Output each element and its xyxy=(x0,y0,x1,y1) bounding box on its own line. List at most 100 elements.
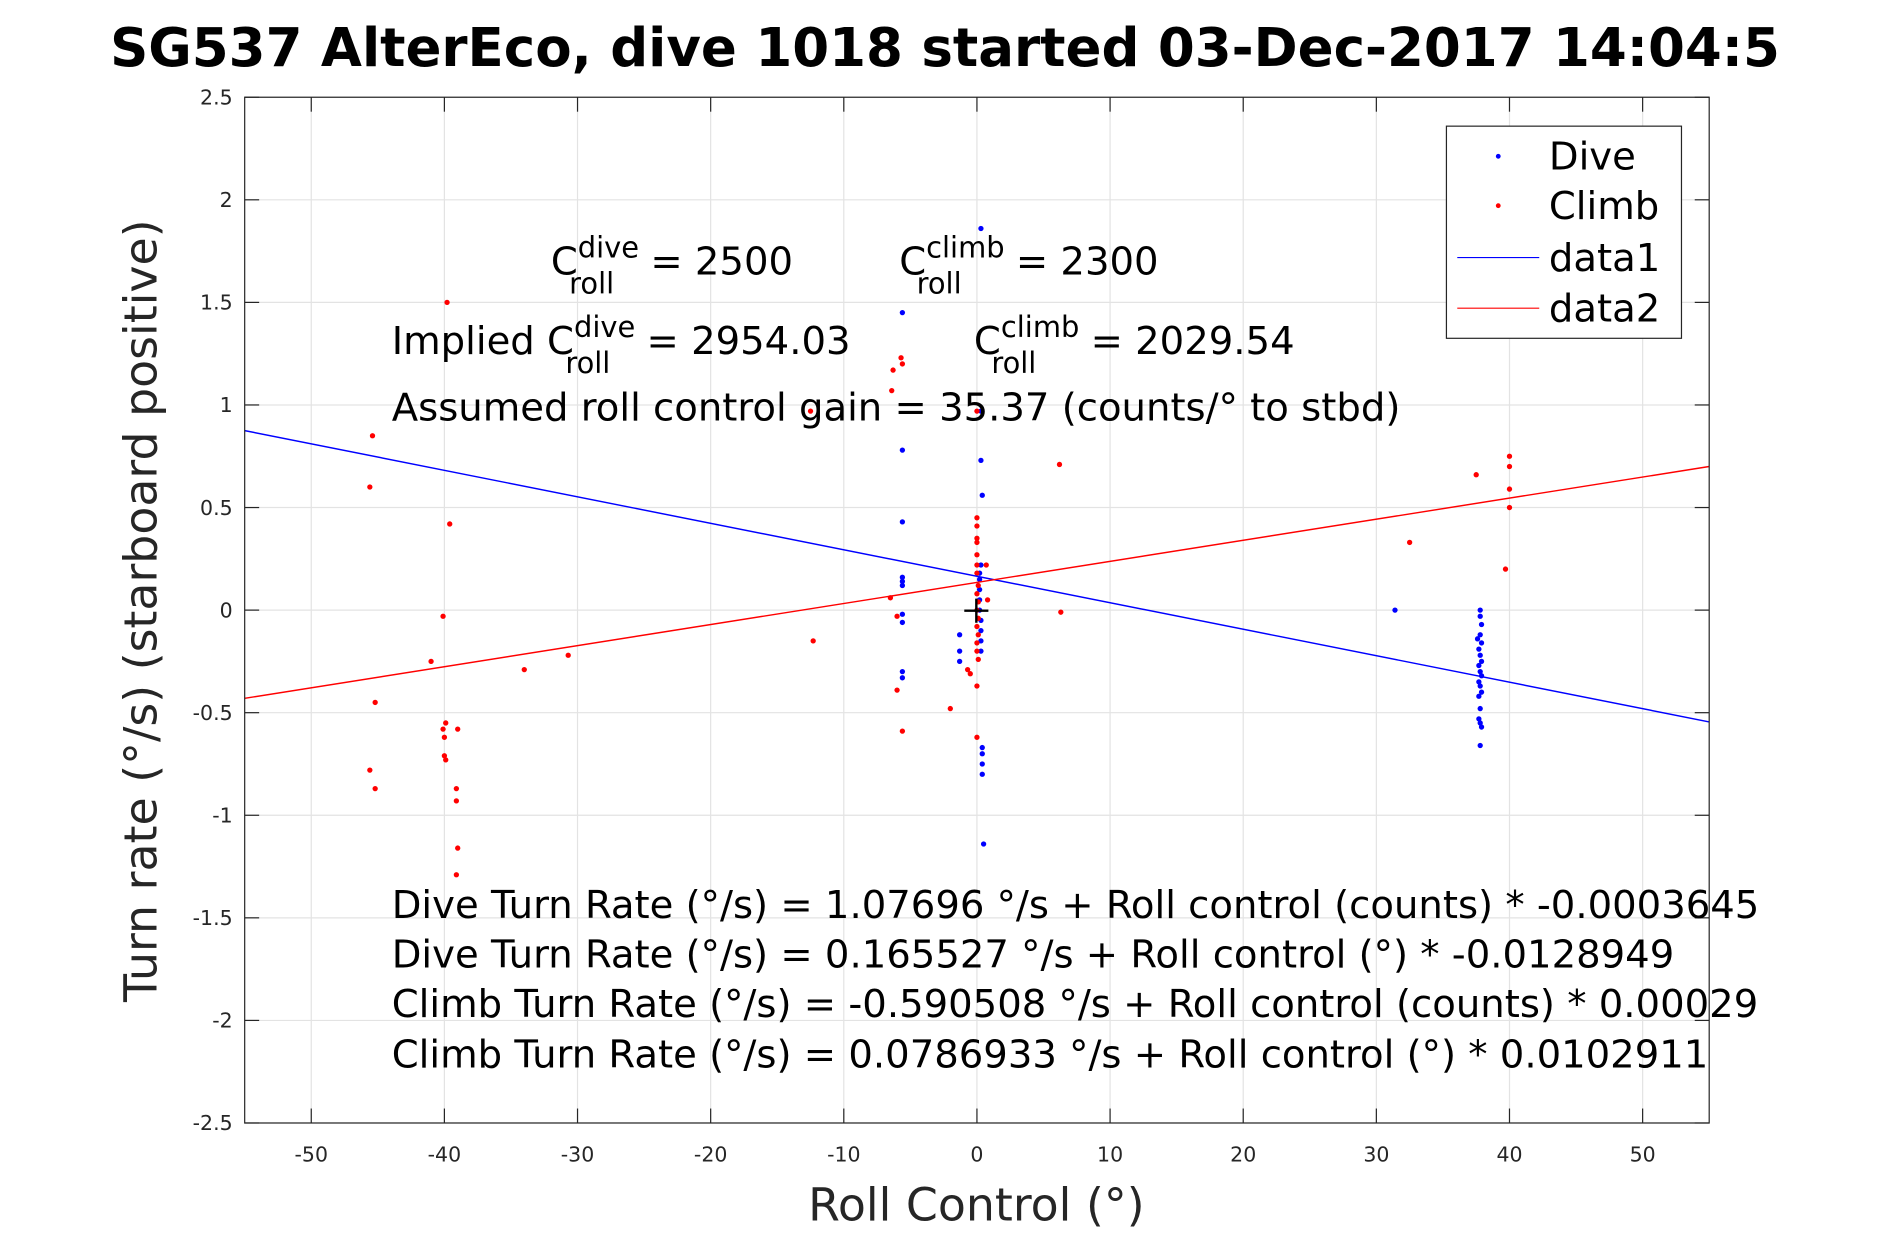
legend-climb-label: Climb xyxy=(1549,184,1659,229)
origin-crosshair-icon xyxy=(964,598,989,623)
implied-dive-annotation: Implied Cdive roll = 2954.03 xyxy=(392,310,851,380)
point-dive xyxy=(978,638,984,644)
point-climb xyxy=(441,734,448,740)
point-dive xyxy=(899,578,906,585)
point-climb xyxy=(974,408,980,414)
point-climb xyxy=(440,613,446,619)
point-dive xyxy=(1392,607,1398,613)
x-tick-label: -30 xyxy=(561,1143,594,1167)
point-climb xyxy=(369,433,376,439)
point-dive xyxy=(899,519,906,525)
point-dive xyxy=(1478,621,1485,628)
x-tick-label: 20 xyxy=(1230,1143,1256,1167)
point-climb xyxy=(447,521,453,527)
point-dive xyxy=(979,771,985,777)
point-dive xyxy=(899,669,906,675)
point-dive xyxy=(979,751,985,757)
point-climb xyxy=(1502,566,1509,572)
equation-2: Dive Turn Rate (°/s) = 0.165527 °/s + Ro… xyxy=(392,933,1675,978)
implied-climb-annotation: Cclimb roll = 2029.54 xyxy=(974,310,1295,380)
point-dive xyxy=(980,841,987,847)
point-climb xyxy=(521,666,527,673)
point-climb xyxy=(974,552,980,558)
point-climb xyxy=(453,798,460,804)
y-tick-label: -0.5 xyxy=(193,701,233,725)
point-climb xyxy=(1506,463,1513,470)
y-axis-label: Turn rate (°/s) (starboard positive) xyxy=(114,219,168,1003)
point-dive xyxy=(956,632,963,638)
point-dive xyxy=(979,761,985,767)
equation-4: Climb Turn Rate (°/s) = 0.0786933 °/s + … xyxy=(392,1033,1709,1078)
point-climb xyxy=(967,671,973,677)
x-tick-label: -10 xyxy=(827,1143,860,1167)
point-climb xyxy=(890,367,896,373)
legend-climb-marker xyxy=(1495,203,1501,209)
point-dive xyxy=(1477,720,1483,726)
point-climb xyxy=(947,705,953,712)
point-climb xyxy=(974,539,980,546)
point-climb xyxy=(894,687,900,693)
x-axis-label: Roll Control (°) xyxy=(808,1178,1145,1232)
point-climb xyxy=(367,767,373,773)
point-dive xyxy=(1477,742,1483,749)
equation-3: Climb Turn Rate (°/s) = -0.590508 °/s + … xyxy=(392,982,1759,1027)
point-dive xyxy=(899,675,906,681)
point-climb xyxy=(1506,453,1513,459)
point-climb xyxy=(974,535,980,541)
point-climb xyxy=(974,570,980,576)
point-dive xyxy=(1476,646,1482,652)
point-climb xyxy=(974,562,980,568)
point-dive xyxy=(1477,607,1483,613)
point-climb xyxy=(453,872,460,878)
series-line-data2 xyxy=(244,465,1710,700)
point-climb xyxy=(1506,504,1513,511)
equation-1: Dive Turn Rate (°/s) = 1.07696 °/s + Rol… xyxy=(392,883,1760,928)
point-dive xyxy=(1476,662,1482,669)
y-tick-label: -2.5 xyxy=(193,1111,233,1135)
point-climb xyxy=(367,484,373,490)
y-tick-label: 1 xyxy=(220,393,233,417)
x-tick-label: 10 xyxy=(1097,1143,1123,1167)
point-dive xyxy=(978,225,984,232)
x-tick-label: 50 xyxy=(1630,1143,1656,1167)
x-tick-label: -50 xyxy=(295,1143,328,1167)
point-climb xyxy=(1473,472,1479,478)
point-climb xyxy=(1056,461,1063,468)
c-climb-annotation: Cclimb roll = 2300 xyxy=(899,231,1158,301)
y-tick-label: 1.5 xyxy=(200,291,233,315)
point-climb xyxy=(443,720,449,726)
point-climb xyxy=(455,845,461,851)
point-climb xyxy=(983,562,989,568)
c-dive-annotation: Cdive roll = 2500 xyxy=(551,231,793,301)
point-climb xyxy=(894,613,900,619)
point-dive xyxy=(979,492,985,498)
point-climb xyxy=(975,656,981,662)
legend: Dive Climb data1 data2 xyxy=(1445,125,1683,339)
point-dive xyxy=(1478,689,1485,695)
point-dive xyxy=(899,309,906,316)
point-climb xyxy=(975,582,981,589)
point-climb xyxy=(565,652,571,658)
point-climb xyxy=(974,640,980,646)
x-tick-label: 40 xyxy=(1496,1143,1522,1167)
legend-dive-label: Dive xyxy=(1549,135,1636,180)
point-dive xyxy=(899,582,906,589)
point-dive xyxy=(976,576,983,582)
y-tick-label: 2.5 xyxy=(200,85,233,109)
point-climb xyxy=(444,299,450,306)
y-tick-label: -1.5 xyxy=(193,906,233,930)
point-dive xyxy=(1477,683,1483,689)
gain-annotation: Assumed roll control gain = 35.37 (count… xyxy=(392,385,1401,430)
point-climb xyxy=(974,515,980,521)
point-dive xyxy=(899,574,906,580)
point-climb xyxy=(1406,539,1413,546)
point-climb xyxy=(807,408,814,414)
ticks: -50 -40 -30 -20 -10 0 10 20 30 40 50-2.5-2-1.5-1-0… xyxy=(193,85,1710,1167)
point-dive xyxy=(978,408,984,414)
marks xyxy=(244,225,1710,878)
legend-data2-label: data2 xyxy=(1549,286,1660,331)
point-dive xyxy=(1478,658,1485,665)
point-climb xyxy=(1058,609,1064,615)
x-tick-label: 30 xyxy=(1363,1143,1389,1167)
point-dive xyxy=(956,658,963,665)
